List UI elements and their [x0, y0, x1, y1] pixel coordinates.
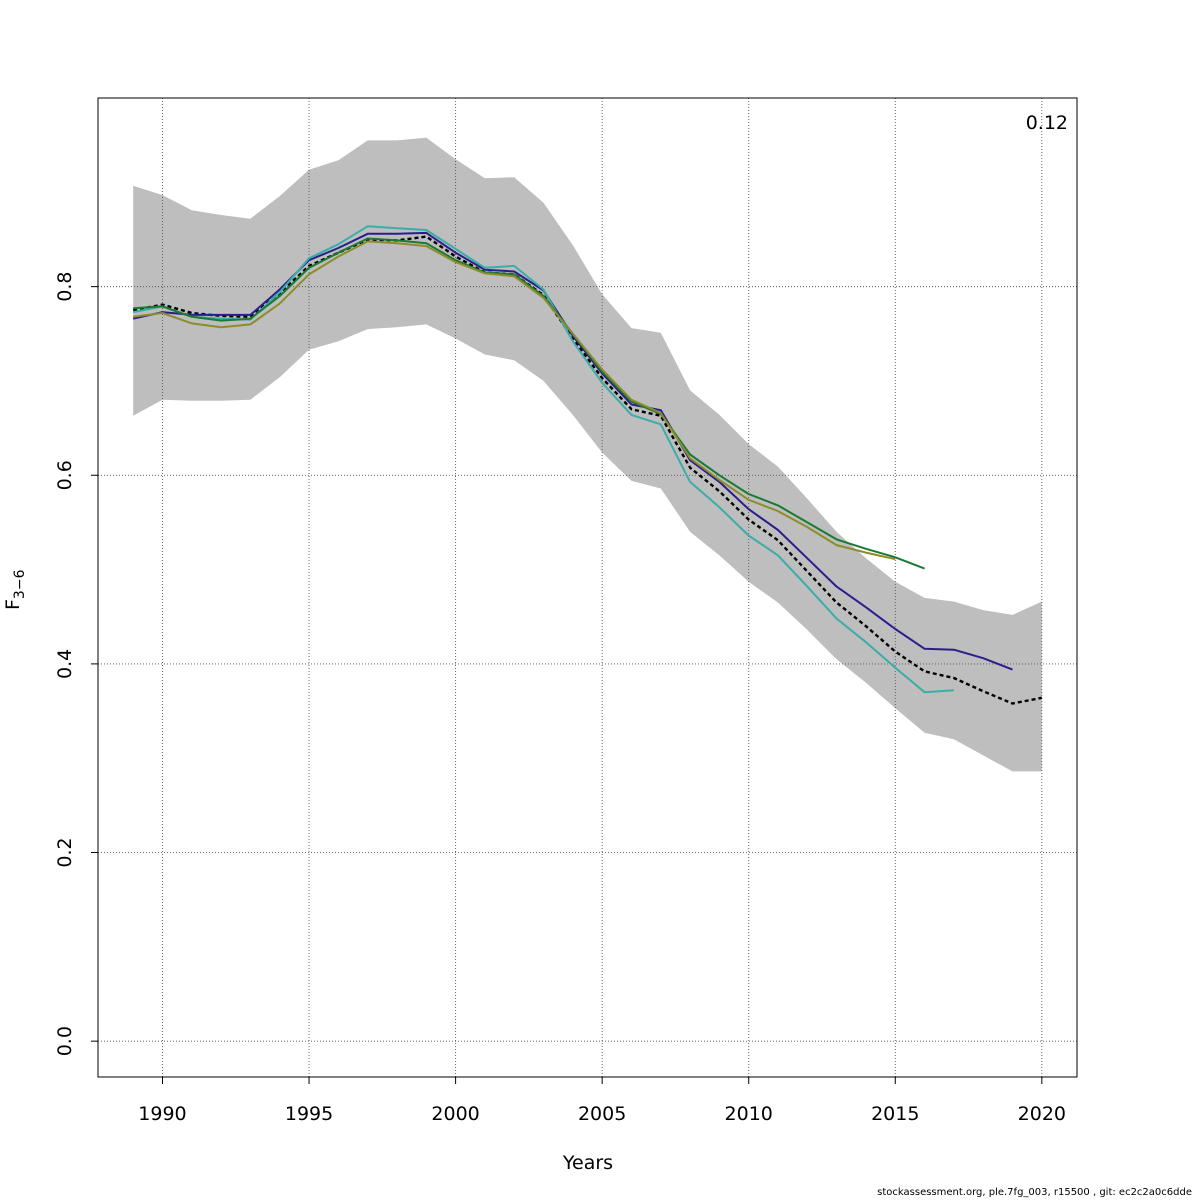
corner-label: 0.12	[1026, 112, 1068, 134]
y-axis: 0.0 0.2 0.4 0.6 0.8	[54, 271, 98, 1056]
y-axis-label-subscript: 3−6	[12, 569, 28, 599]
series-line-3	[133, 225, 954, 694]
plot-frame	[97, 97, 1078, 1078]
x-tick-label: 1990	[138, 1103, 186, 1125]
x-tick-label: 2010	[725, 1103, 773, 1125]
x-tick-label: 2000	[431, 1103, 479, 1125]
x-tick-label: 2015	[871, 1103, 919, 1125]
confidence-band-layer	[133, 137, 1042, 772]
x-tick-label: 2020	[1018, 1103, 1066, 1125]
x-axis-label: Years	[562, 1152, 613, 1174]
x-tick-label: 1995	[285, 1103, 333, 1125]
y-tick-label: 0.2	[54, 837, 76, 867]
x-axis: 1990 1995 2000 2005 2010 2015 2020	[138, 1077, 1066, 1125]
series-layer	[132, 225, 1043, 705]
series-line-2	[132, 231, 1013, 671]
y-axis-label-base: F	[2, 599, 24, 610]
footer-caption: stockassessment.org, ple.7fg_003, r15500…	[877, 1187, 1192, 1198]
y-tick-label: 0.4	[54, 649, 76, 679]
grid-layer	[98, 98, 1077, 1077]
confidence-band	[133, 137, 1042, 772]
y-tick-label: 0.6	[54, 460, 76, 490]
y-tick-label: 0.8	[54, 271, 76, 301]
series-line-5	[133, 240, 896, 561]
series-line-4	[133, 237, 925, 570]
svg-text:F3−6: F3−6	[2, 569, 28, 610]
y-axis-label: F3−6	[2, 569, 28, 610]
series-line-1	[132, 235, 1043, 705]
x-tick-label: 2005	[578, 1103, 626, 1125]
y-tick-label: 0.0	[54, 1026, 76, 1056]
